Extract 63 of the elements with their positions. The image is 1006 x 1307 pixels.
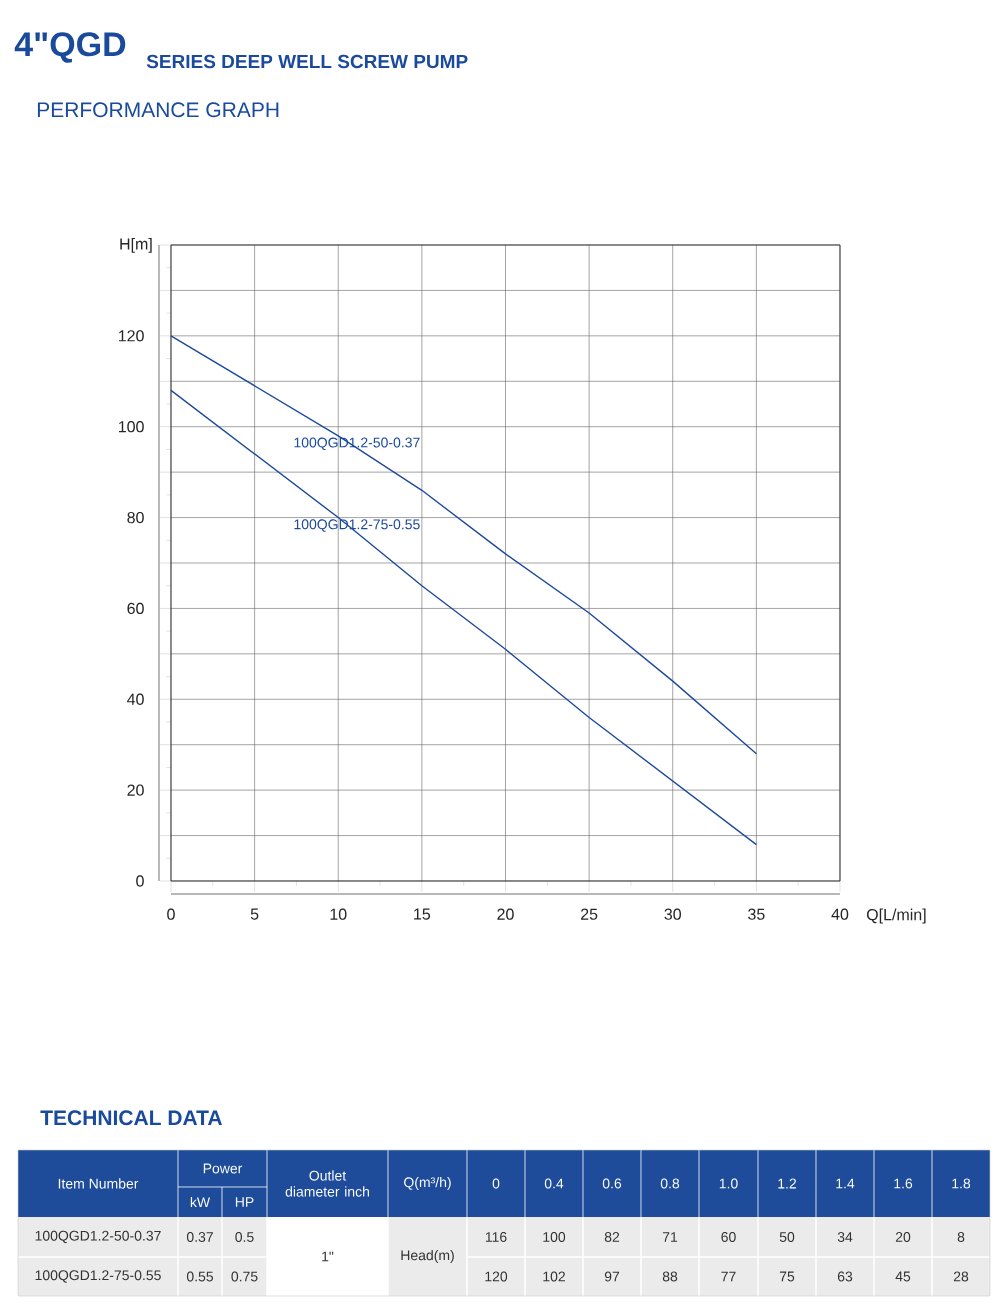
text: Power [203, 1163, 243, 1174]
y-tick-label: 40 [127, 693, 144, 705]
x-tick-label: 0 [167, 908, 175, 920]
y-tick-label: 100 [118, 421, 144, 433]
text: PERFORMANCE GRAPH [37, 102, 279, 118]
text: 82 [604, 1232, 620, 1242]
text: 1.8 [952, 1178, 971, 1189]
text: kW [190, 1196, 211, 1208]
text: TECHNICAL DATA [40, 1110, 223, 1126]
text: Outlet diameter inch [285, 1170, 369, 1197]
text: 1.2 [778, 1178, 797, 1189]
text: 45 [895, 1271, 911, 1282]
text: 75 [779, 1271, 795, 1282]
text: Q(m³/h) [404, 1176, 451, 1191]
text: 0 [492, 1178, 500, 1189]
y-tick-label: 120 [118, 330, 144, 342]
y-tick-label: 20 [127, 784, 144, 796]
text: 60 [721, 1232, 736, 1242]
text: 34 [837, 1232, 853, 1242]
text: 0.55 [186, 1271, 214, 1282]
x-tick-label: 5 [250, 908, 259, 920]
text: 1.4 [836, 1178, 855, 1189]
y-tick-label: 80 [127, 511, 144, 524]
y-tick-label: 60 [127, 602, 144, 615]
text: 1.0 [719, 1178, 738, 1189]
x-tick-label: 10 [330, 908, 347, 920]
text: 0.5 [235, 1232, 254, 1242]
text: 77 [721, 1271, 736, 1282]
x-tick-label: 20 [497, 908, 514, 920]
text: 1.6 [894, 1178, 913, 1189]
text: HP [235, 1197, 254, 1207]
x-tick-label: 25 [581, 908, 598, 920]
text: 0.37 [186, 1232, 213, 1242]
text: 88 [662, 1271, 678, 1282]
x-tick-label: 40 [831, 908, 849, 920]
text: Item Number [58, 1178, 139, 1189]
text: 8 [957, 1232, 965, 1242]
x-axis-title: Q[L/min] [866, 908, 926, 924]
x-tick-label: 35 [748, 908, 765, 920]
chart-title: 4"QGD [14, 32, 126, 63]
text: 97 [604, 1271, 620, 1282]
text: 100QGD1.2-75-0.55 [35, 1270, 161, 1283]
text: 0.6 [602, 1178, 622, 1189]
text: 100 [543, 1232, 566, 1242]
x-tick-label: 15 [414, 908, 431, 920]
text: 100QGD1.2-50-0.37 [35, 1230, 161, 1244]
x-tick-label: 30 [664, 908, 682, 920]
text: Head(m) [401, 1249, 454, 1264]
text: 1" [322, 1251, 334, 1262]
y-tick-label: 0 [136, 875, 144, 887]
text: 102 [543, 1271, 565, 1282]
text: 120 [485, 1271, 508, 1282]
text: 71 [662, 1232, 678, 1242]
text: 116 [485, 1232, 507, 1242]
text: 20 [895, 1232, 911, 1242]
text: 0.4 [544, 1178, 564, 1189]
text: 0.75 [231, 1271, 258, 1282]
chart-subtitle: SERIES DEEP WELL SCREW PUMP [146, 54, 468, 69]
text: 63 [837, 1271, 853, 1282]
y-axis-title: H[m] [120, 237, 152, 253]
text: 50 [779, 1232, 795, 1242]
text: 0.8 [660, 1178, 680, 1189]
text: 28 [953, 1271, 969, 1282]
